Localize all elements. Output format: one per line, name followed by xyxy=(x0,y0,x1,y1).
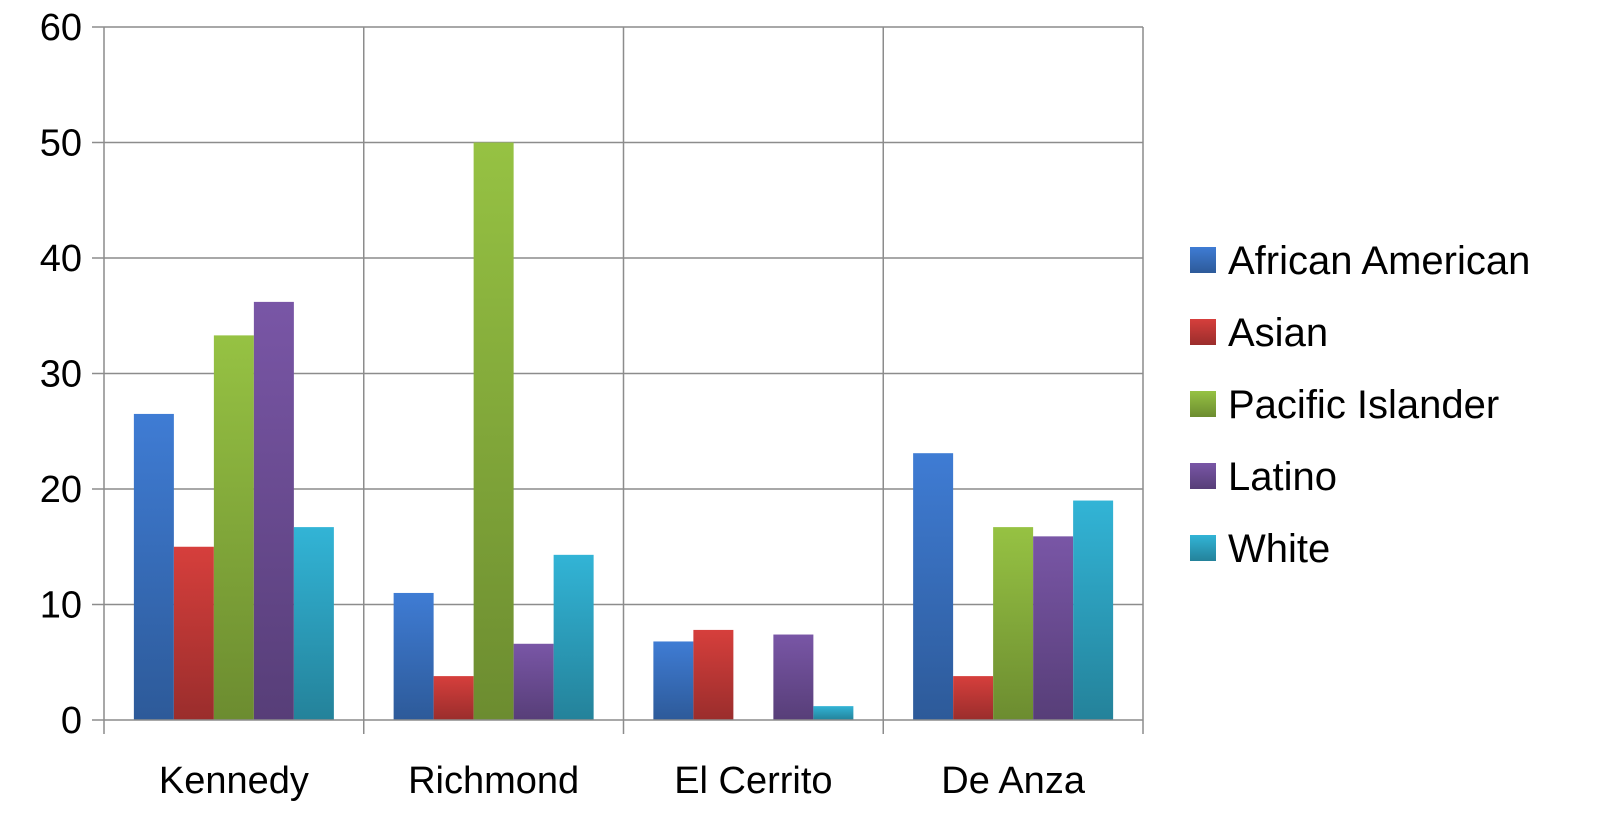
axes: 0 10 20 30 40 50 60 Kennedy Richmond El Cerrito De… xyxy=(40,7,1144,802)
x-tick-label-richmond: Richmond xyxy=(408,760,579,802)
bar-kennedy-latino xyxy=(253,301,294,720)
bar-richmond-white xyxy=(553,554,594,720)
legend-item-latino: Latino xyxy=(1190,455,1337,499)
legend-swatch-latino xyxy=(1190,463,1216,489)
legend-swatch-african-american xyxy=(1190,247,1216,273)
legend-label-latino: Latino xyxy=(1228,455,1337,499)
bar-richmond-african-american xyxy=(393,592,434,720)
bar-de-anza-african-american xyxy=(913,453,954,720)
bar-kennedy-white xyxy=(293,527,334,720)
legend-label-white: White xyxy=(1228,527,1330,571)
legend-label-pacific-islander: Pacific Islander xyxy=(1228,383,1499,427)
legend-item-asian: Asian xyxy=(1190,311,1328,355)
y-tick-label-40: 40 xyxy=(40,238,82,280)
legend-label-african-american: African American xyxy=(1228,239,1530,283)
bar-el-cerrito-latino xyxy=(773,634,814,720)
bar-kennedy-asian xyxy=(173,546,214,720)
x-tick-label-de-anza: De Anza xyxy=(941,760,1086,802)
bar-de-anza-pacific-islander xyxy=(993,527,1034,720)
bars xyxy=(133,142,1114,720)
legend-swatch-pacific-islander xyxy=(1190,391,1216,417)
legend-label-asian: Asian xyxy=(1228,311,1328,355)
y-tick-label-60: 60 xyxy=(40,7,82,49)
legend-swatch-asian xyxy=(1190,319,1216,345)
legend-item-pacific-islander: Pacific Islander xyxy=(1190,383,1499,427)
bar-kennedy-african-american xyxy=(133,413,174,720)
x-tick-label-kennedy: Kennedy xyxy=(159,760,309,802)
legend-item-african-american: African American xyxy=(1190,239,1530,283)
y-tick-label-30: 30 xyxy=(40,354,82,396)
bar-richmond-latino xyxy=(513,643,554,720)
legend: African American Asian Pacific Islander Lat… xyxy=(1190,239,1530,571)
bar-de-anza-asian xyxy=(953,676,994,720)
bar-el-cerrito-african-american xyxy=(653,641,694,720)
bar-richmond-asian xyxy=(433,676,474,720)
bar-kennedy-pacific-islander xyxy=(213,335,254,720)
bar-el-cerrito-white xyxy=(813,706,854,720)
bar-de-anza-latino xyxy=(1033,536,1074,720)
y-tick-label-0: 0 xyxy=(61,700,82,742)
bar-de-anza-white xyxy=(1073,500,1114,720)
y-tick-label-10: 10 xyxy=(40,585,82,627)
y-tick-label-50: 50 xyxy=(40,123,82,165)
y-tick-label-20: 20 xyxy=(40,469,82,511)
legend-item-white: White xyxy=(1190,527,1330,571)
bar-richmond-pacific-islander xyxy=(473,142,514,720)
legend-swatch-white xyxy=(1190,535,1216,561)
x-tick-label-el-cerrito: El Cerrito xyxy=(674,760,832,802)
bar-el-cerrito-asian xyxy=(693,629,734,720)
